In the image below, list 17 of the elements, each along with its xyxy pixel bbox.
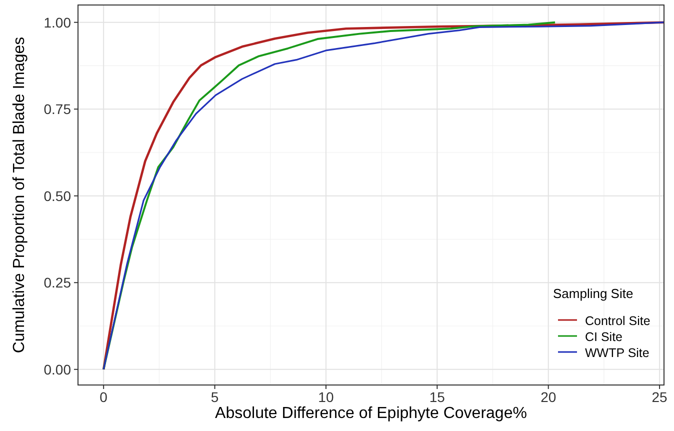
y-tick-label: 0.25 xyxy=(44,274,72,291)
y-tick-label: 0.50 xyxy=(44,188,72,204)
x-tick-label: 10 xyxy=(318,389,334,405)
x-tick-label: 0 xyxy=(100,389,108,405)
x-tick-label: 15 xyxy=(429,389,446,405)
y-tick-label: 0.00 xyxy=(44,361,72,378)
x-tick-label: 25 xyxy=(652,389,668,405)
legend-label: Control Site xyxy=(585,314,650,328)
legend-label: CI Site xyxy=(585,330,623,344)
y-tick-label: 1.00 xyxy=(44,14,72,30)
y-tick-label: 0.75 xyxy=(44,101,72,118)
x-axis-title: Absolute Difference of Epiphyte Coverage% xyxy=(215,405,527,422)
x-tick-label: 20 xyxy=(540,389,556,405)
y-axis-title: Cumulative Proportion of Total Blade Images xyxy=(11,36,28,354)
legend-title: Sampling Site xyxy=(553,286,634,301)
legend-label: WWTP Site xyxy=(585,346,650,360)
x-tick-label: 5 xyxy=(210,389,219,405)
